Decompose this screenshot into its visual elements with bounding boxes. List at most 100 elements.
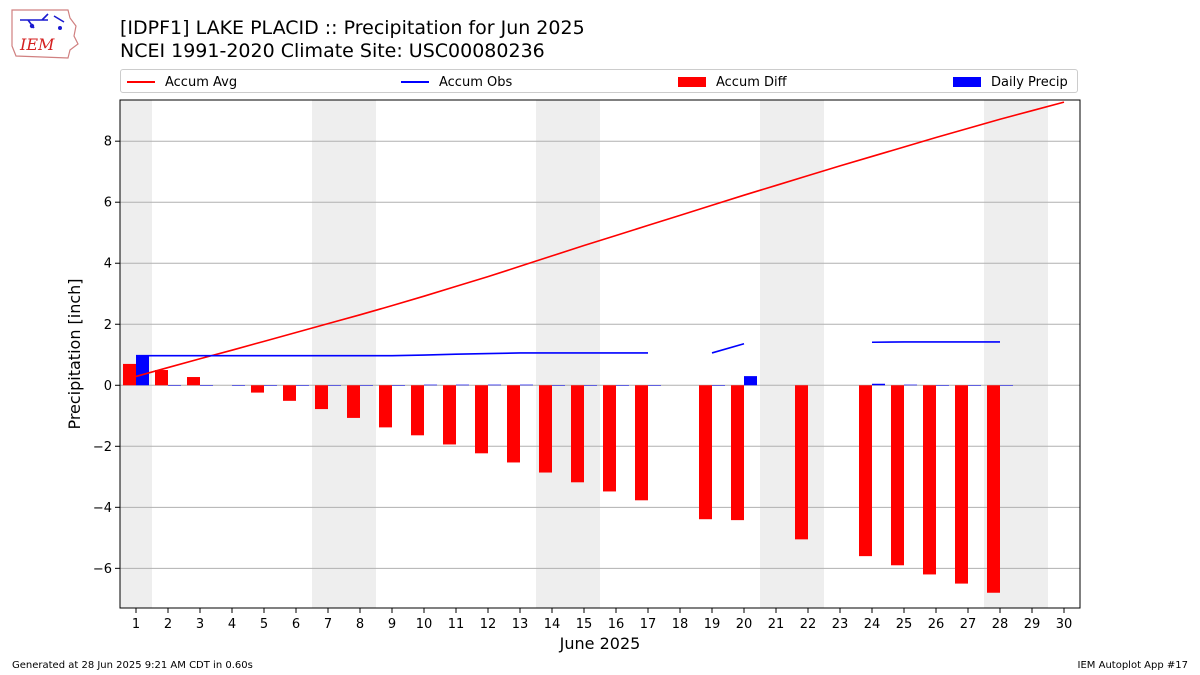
legend-swatch-accum-diff (678, 77, 706, 87)
x-tick-label: 9 (388, 617, 396, 632)
x-tick-label: 27 (960, 617, 977, 632)
daily-precip-bar-17 (648, 385, 661, 386)
daily-precip-bar-1 (136, 355, 149, 386)
y-tick-label: 8 (104, 135, 112, 150)
legend-swatch-accum-avg (127, 81, 155, 83)
legend-item-accum-avg: Accum Avg (127, 73, 237, 91)
accum-diff-bar-17 (635, 385, 648, 501)
y-tick-label: 2 (104, 318, 112, 333)
x-tick-label: 4 (228, 617, 236, 632)
x-tick-label: 13 (512, 617, 529, 632)
accum-diff-bar-11 (443, 385, 456, 445)
accum-diff-bar-15 (571, 385, 584, 483)
x-tick-label: 30 (1056, 617, 1073, 632)
daily-precip-bar-7 (328, 385, 341, 386)
daily-precip-bar-26 (936, 385, 949, 386)
accum-diff-bar-22 (795, 385, 808, 540)
x-tick-label: 14 (544, 617, 561, 632)
accum-diff-bar-14 (539, 385, 552, 473)
accum-diff-bar-19 (699, 385, 712, 520)
daily-precip-bar-25 (904, 384, 917, 386)
accum-obs-line-2 (711, 343, 745, 354)
accum-diff-bar-9 (379, 385, 392, 428)
x-tick-label: 19 (704, 617, 721, 632)
legend-item-accum-diff: Accum Diff (678, 73, 787, 91)
daily-precip-bar-6 (296, 385, 309, 386)
daily-precip-bar-11 (456, 384, 469, 386)
accum-diff-bar-12 (475, 385, 488, 454)
x-tick-label: 10 (416, 617, 433, 632)
logo-text: IEM (19, 35, 55, 54)
accum-diff-bar-3 (187, 377, 200, 386)
x-tick-label: 16 (608, 617, 625, 632)
x-tick-label: 3 (196, 617, 204, 632)
accum-diff-bar-26 (923, 385, 936, 575)
x-tick-label: 29 (1024, 617, 1041, 632)
y-tick-label: 6 (104, 196, 112, 211)
accum-diff-bar-24 (859, 385, 872, 557)
x-tick-label: 12 (480, 617, 497, 632)
x-tick-label: 24 (864, 617, 881, 632)
x-tick-label: 1 (132, 617, 140, 632)
daily-precip-bar-8 (360, 385, 373, 386)
chart-subtitle: NCEI 1991-2020 Climate Site: USC00080236 (120, 40, 545, 62)
y-tick-label: −2 (93, 440, 112, 455)
accum-diff-bar-25 (891, 385, 904, 566)
daily-precip-bar-24 (872, 383, 885, 386)
app-credit: IEM Autoplot App #17 (1077, 660, 1188, 671)
accum-diff-bar-7 (315, 385, 328, 410)
x-tick-label: 20 (736, 617, 753, 632)
y-axis-label: Precipitation [inch] (65, 278, 84, 429)
weekend-shade-3 (536, 100, 600, 608)
daily-precip-bar-10 (424, 384, 437, 386)
x-tick-label: 5 (260, 617, 268, 632)
x-tick-label: 18 (672, 617, 689, 632)
plot-frame (119, 99, 1081, 609)
accum-obs-line-1 (136, 352, 648, 357)
accum-diff-bar-2 (155, 370, 168, 386)
legend-swatch-daily-precip (953, 77, 981, 87)
x-tick-label: 7 (324, 617, 332, 632)
accum-diff-bar-20 (731, 385, 744, 521)
generated-timestamp: Generated at 28 Jun 2025 9:21 AM CDT in … (12, 660, 253, 671)
chart-title: [IDPF1] LAKE PLACID :: Precipitation for… (120, 17, 585, 39)
daily-precip-bar-16 (616, 385, 629, 386)
daily-precip-bar-14 (552, 385, 565, 386)
accum-diff-bar-8 (347, 385, 360, 418)
daily-precip-bar-13 (520, 384, 533, 386)
legend: Accum Avg Accum Obs Accum Diff Daily Pre… (120, 69, 1078, 93)
accum-diff-bar-6 (283, 385, 296, 401)
daily-precip-bar-20 (744, 376, 757, 386)
weekend-shade-1 (120, 100, 152, 608)
weekend-shade-2 (312, 100, 376, 608)
legend-label-accum-avg: Accum Avg (165, 74, 238, 90)
x-axis-label: June 2025 (559, 634, 641, 653)
daily-precip-bar-27 (968, 385, 981, 386)
x-tick-label: 8 (356, 617, 364, 632)
daily-precip-bar-5 (264, 385, 277, 386)
x-tick-label: 2 (164, 617, 172, 632)
x-tick-label: 17 (640, 617, 657, 632)
accum-diff-bar-5 (251, 385, 264, 393)
x-tick-label: 15 (576, 617, 593, 632)
daily-precip-bar-19 (712, 385, 725, 386)
accum-diff-bar-10 (411, 385, 424, 436)
daily-precip-bar-15 (584, 385, 597, 386)
legend-label-accum-obs: Accum Obs (439, 74, 513, 90)
y-tick-label: 4 (104, 257, 112, 272)
x-tick-label: 22 (800, 617, 817, 632)
daily-precip-bar-2 (168, 385, 181, 386)
x-tick-label: 6 (292, 617, 300, 632)
x-tick-label: 21 (768, 617, 785, 632)
x-tick-label: 28 (992, 617, 1009, 632)
accum-diff-bar-16 (603, 385, 616, 492)
weekend-shade-4 (760, 100, 824, 608)
iem-logo: IEM (11, 9, 79, 59)
accum-diff-bar-13 (507, 385, 520, 463)
legend-item-accum-obs: Accum Obs (401, 73, 512, 91)
x-tick-label: 23 (832, 617, 849, 632)
accum-diff-bar-28 (987, 385, 1000, 593)
daily-precip-bar-4 (232, 385, 245, 386)
x-tick-label: 25 (896, 617, 913, 632)
accum-diff-bar-1 (123, 363, 136, 386)
